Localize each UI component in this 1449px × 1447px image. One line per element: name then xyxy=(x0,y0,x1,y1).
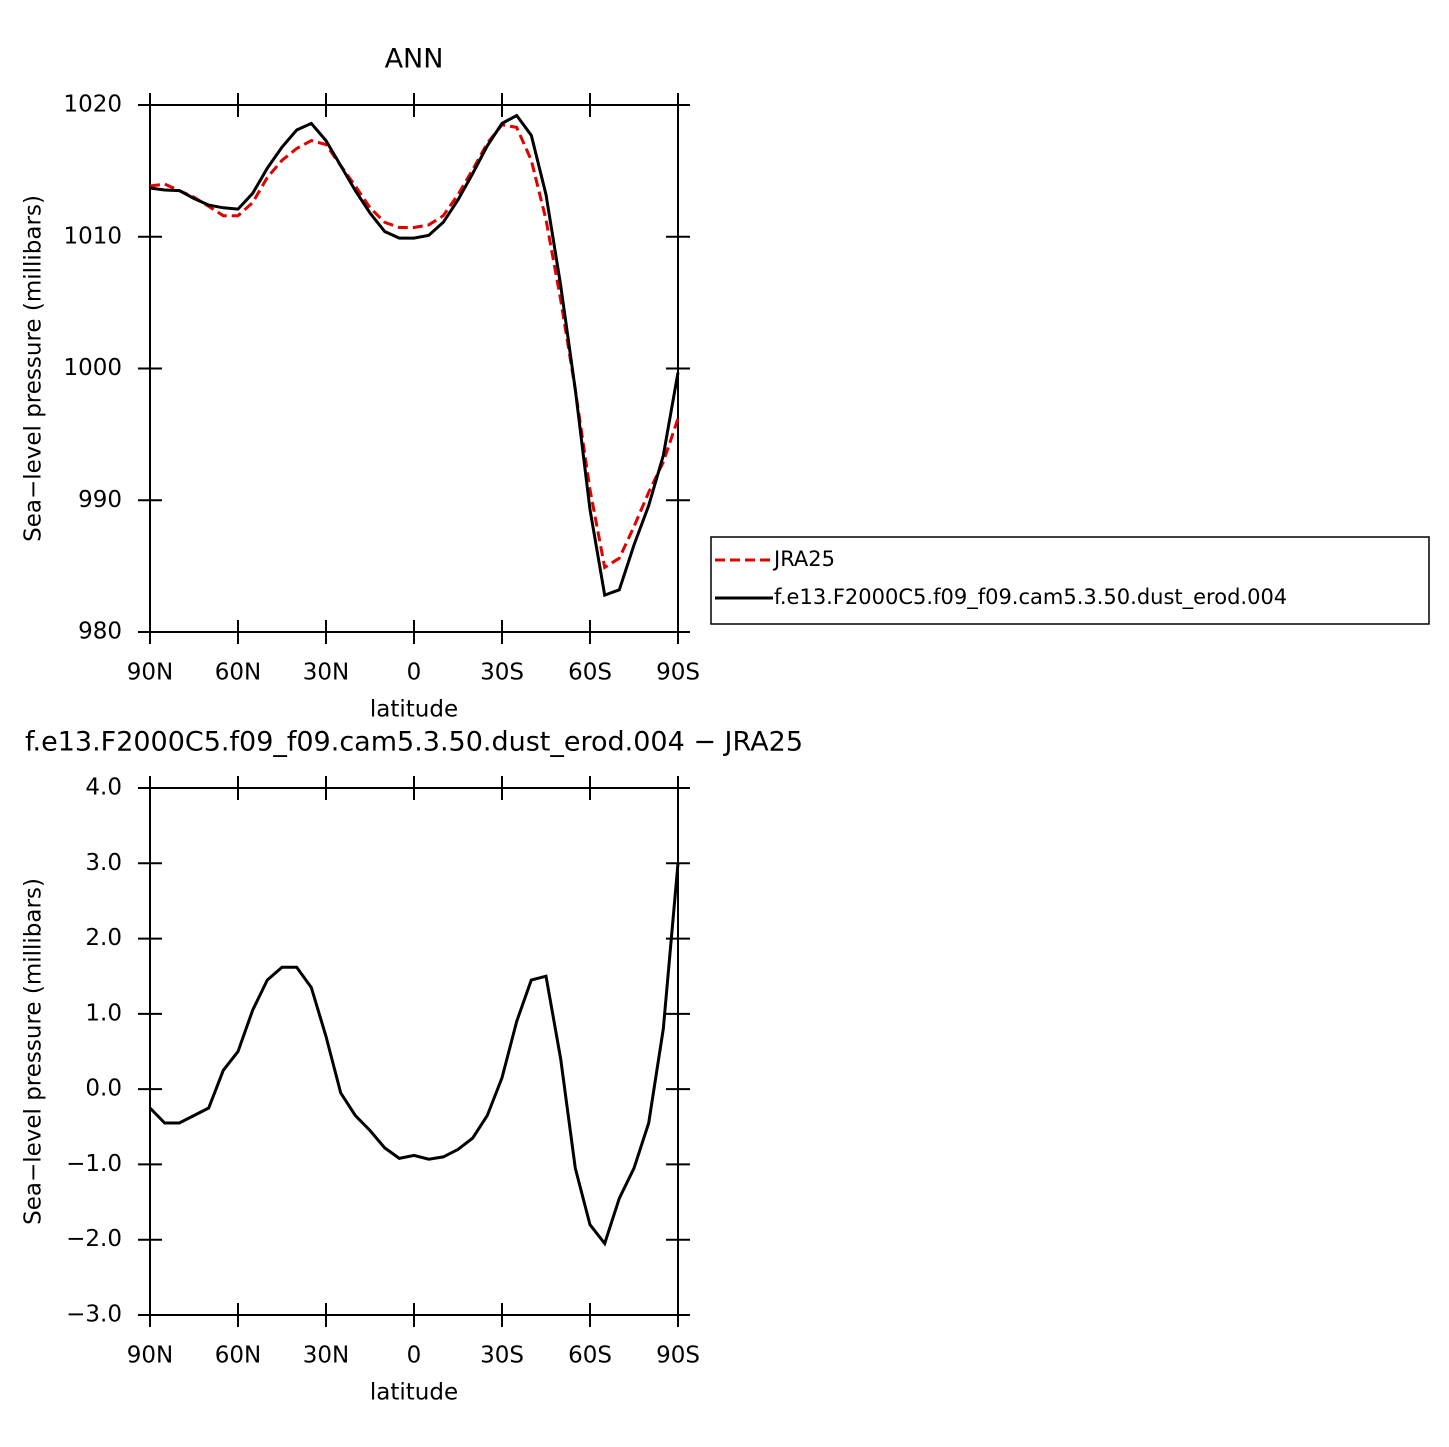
y-tick-label: −1.0 xyxy=(66,1151,122,1177)
y-tick-label: 0.0 xyxy=(85,1076,122,1102)
y-tick-label: 980 xyxy=(78,619,122,645)
x-tick-label: 0 xyxy=(407,1343,422,1369)
legend-box xyxy=(710,536,1430,625)
x-tick-label: 30S xyxy=(480,660,524,686)
chart-title: f.e13.F2000C5.f09_f09.cam5.3.50.dust_ero… xyxy=(25,727,803,758)
data-line xyxy=(148,863,680,1247)
y-tick-label: 1010 xyxy=(63,223,122,249)
y-tick-label: −2.0 xyxy=(66,1226,122,1252)
y-tick-label: 3.0 xyxy=(85,850,122,876)
x-tick-label: 60S xyxy=(568,660,612,686)
plot-frame xyxy=(149,104,679,633)
x-axis-label: latitude xyxy=(370,697,458,723)
x-tick-label: 90S xyxy=(656,1343,700,1369)
chart-title: ANN xyxy=(385,44,444,75)
x-tick-label: 30N xyxy=(303,660,349,686)
y-tick-label: 4.0 xyxy=(85,775,122,801)
data-line xyxy=(149,123,680,570)
data-line xyxy=(149,113,680,598)
legend-text: f.e13.F2000C5.f09_f09.cam5.3.50.dust_ero… xyxy=(774,585,1287,610)
plot-frame xyxy=(149,787,679,1316)
x-tick-label: 60N xyxy=(215,660,261,686)
x-tick-label: 90N xyxy=(127,1343,173,1369)
x-tick-label: 30S xyxy=(480,1343,524,1369)
y-axis-label: Sea−level pressure (millibars) xyxy=(21,195,47,542)
y-tick-label: −3.0 xyxy=(66,1302,122,1328)
x-tick-label: 90S xyxy=(656,660,700,686)
y-tick-label: 1000 xyxy=(63,355,122,381)
y-tick-label: 2.0 xyxy=(85,925,122,951)
x-tick-label: 0 xyxy=(407,660,422,686)
x-tick-label: 60N xyxy=(215,1343,261,1369)
x-axis-label: latitude xyxy=(370,1380,458,1406)
x-tick-label: 60S xyxy=(568,1343,612,1369)
legend-text: JRA25 xyxy=(772,547,835,571)
y-tick-label: 1020 xyxy=(63,92,122,118)
y-tick-label: 990 xyxy=(78,487,122,513)
x-tick-label: 90N xyxy=(127,660,173,686)
x-tick-label: 30N xyxy=(303,1343,349,1369)
y-axis-label: Sea−level pressure (millibars) xyxy=(21,878,47,1225)
y-tick-label: 1.0 xyxy=(85,1000,122,1026)
